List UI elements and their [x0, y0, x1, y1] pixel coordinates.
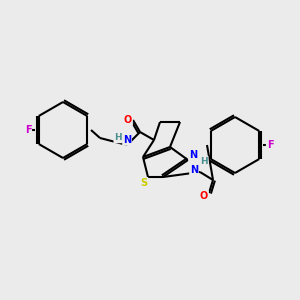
Text: N: N: [189, 150, 197, 160]
Text: H: H: [114, 134, 122, 142]
Text: H: H: [200, 157, 208, 166]
Text: O: O: [124, 115, 132, 125]
Text: F: F: [267, 140, 273, 150]
Text: F: F: [25, 125, 31, 135]
Text: N: N: [123, 135, 131, 145]
Text: N: N: [190, 165, 198, 175]
Text: O: O: [200, 191, 208, 201]
Text: S: S: [140, 178, 148, 188]
